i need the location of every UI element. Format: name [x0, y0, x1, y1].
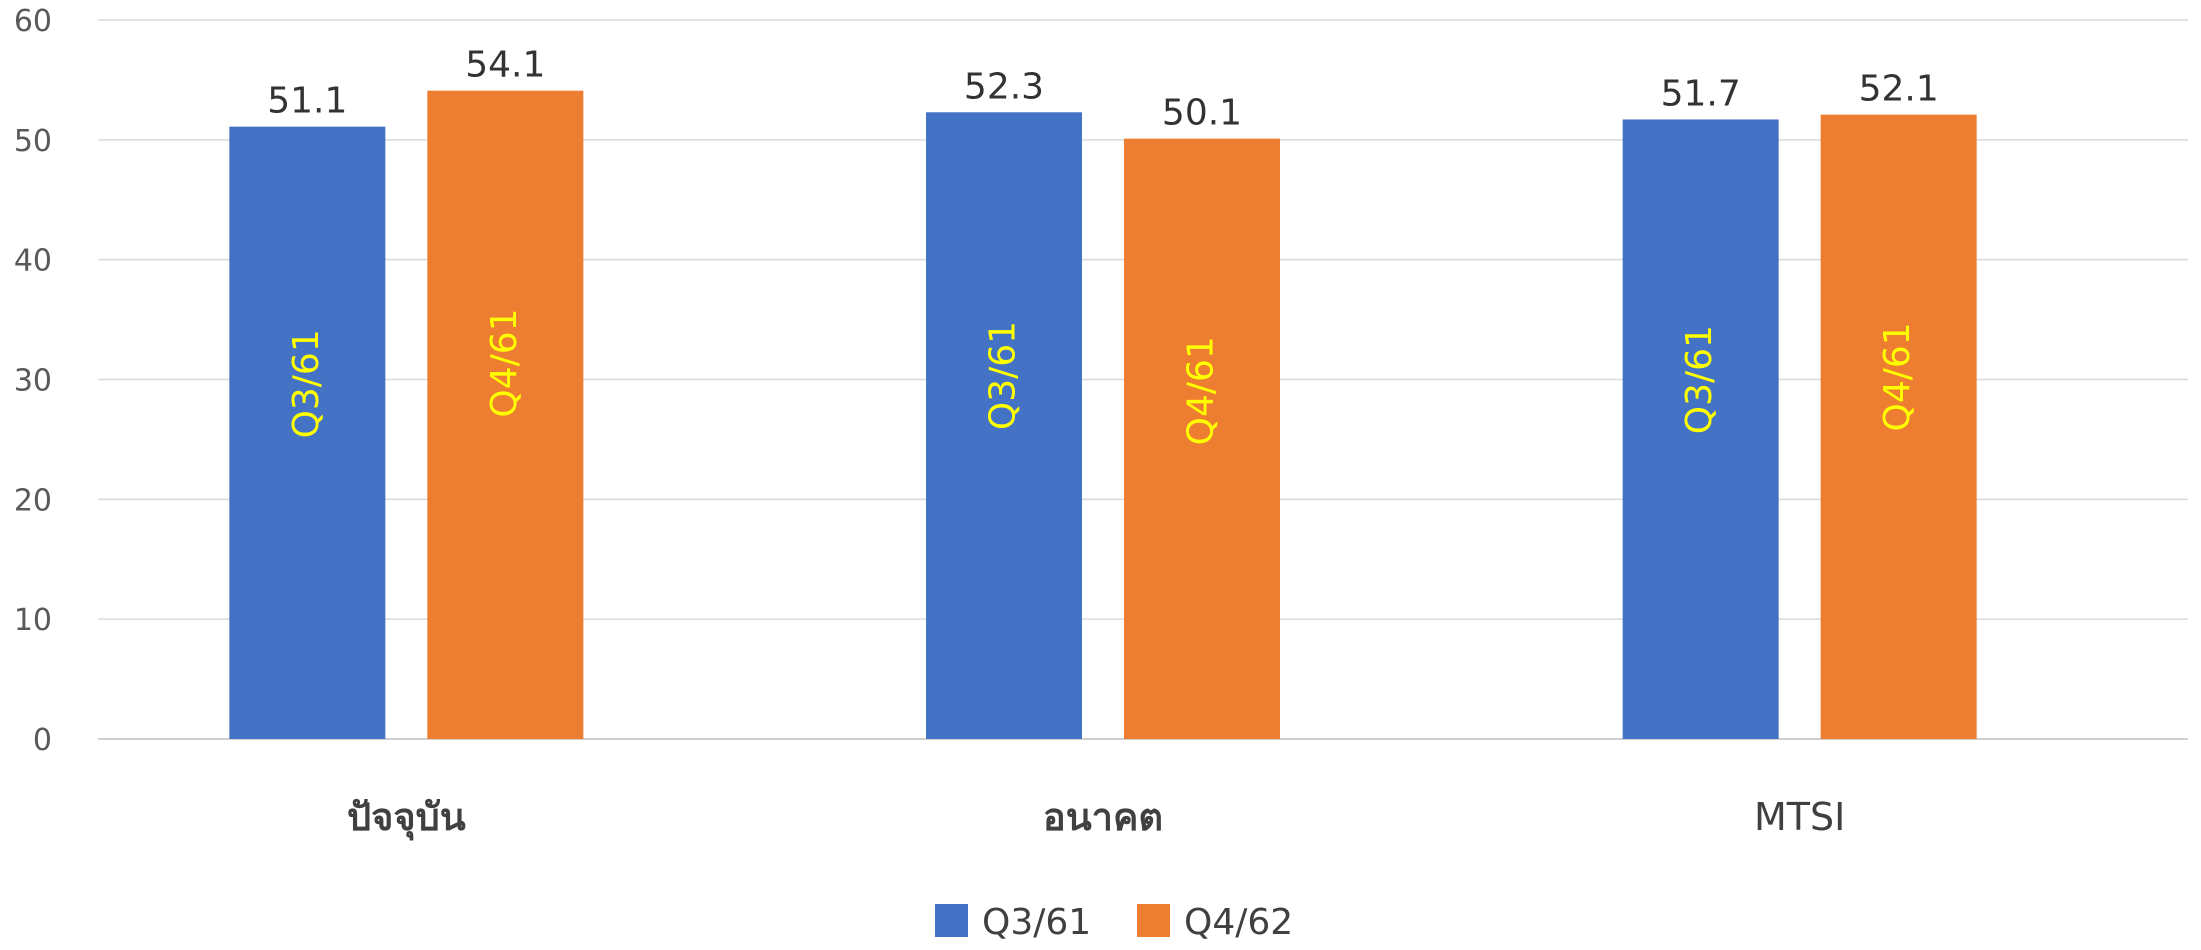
data-label: 54.1 [465, 45, 545, 86]
bar-Q4-62-1 [1124, 138, 1280, 739]
data-label: 50.1 [1162, 93, 1242, 134]
y-tick-label: 30 [14, 364, 52, 399]
bar-Q4-62-0 [427, 90, 584, 740]
bar-inner-label: Q3/61 [983, 321, 1024, 430]
data-label: 52.3 [964, 66, 1044, 107]
x-category-label: MTSI [1754, 795, 1845, 839]
y-tick-label: 20 [14, 483, 52, 518]
y-tick-label: 40 [14, 244, 52, 279]
label-layer: 51.1 Q3/61 54.1 Q4/61 ปัจจุบัน 52.3 Q3/61 50.1 Q… [267, 45, 1938, 841]
bar-inner-label: Q3/61 [286, 329, 327, 438]
bar-inner-label: Q3/61 [1679, 325, 1720, 434]
legend-swatch [1137, 904, 1170, 937]
legend-label: Q4/62 [1184, 902, 1293, 943]
x-category-label: ปัจจุบัน [347, 795, 466, 841]
bar-Q3-61-1 [926, 112, 1082, 739]
bar-layer [229, 90, 1977, 740]
data-label: 51.1 [267, 81, 347, 122]
x-category-label: อนาคต [1043, 795, 1163, 839]
y-tick-label: 60 [14, 4, 52, 39]
legend: Q3/61 Q4/62 [935, 902, 1293, 943]
bar-Q3-61-2 [1622, 119, 1779, 739]
y-tick-label: 0 [33, 723, 52, 758]
bar-inner-label: Q4/61 [1181, 336, 1222, 445]
data-label: 51.7 [1661, 73, 1741, 114]
data-label: 52.1 [1859, 69, 1939, 110]
bar-Q3-61-0 [229, 126, 386, 739]
bar-Q4-62-2 [1820, 114, 1977, 739]
bar-inner-label: Q4/61 [1877, 322, 1918, 431]
y-tick-label: 10 [14, 603, 52, 638]
bar-inner-label: Q4/61 [484, 308, 525, 417]
legend-label: Q3/61 [982, 902, 1091, 943]
y-tick-label: 50 [14, 124, 52, 159]
legend-swatch [935, 904, 968, 937]
